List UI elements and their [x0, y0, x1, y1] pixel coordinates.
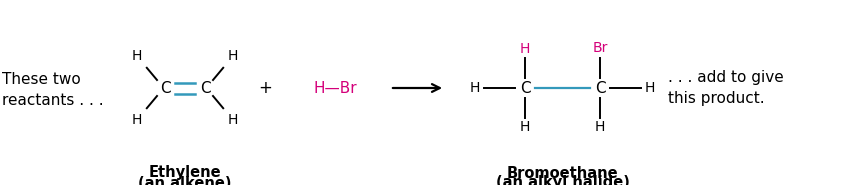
Text: C: C — [595, 80, 605, 95]
Text: C: C — [520, 80, 530, 95]
Text: Br: Br — [592, 41, 608, 55]
Text: . . . add to give
this product.: . . . add to give this product. — [668, 70, 784, 106]
Text: These two
reactants . . .: These two reactants . . . — [2, 72, 104, 108]
Text: H: H — [228, 49, 238, 63]
Text: H: H — [132, 113, 142, 127]
Text: H: H — [520, 120, 530, 134]
Text: (an alkene): (an alkene) — [138, 176, 232, 185]
Text: (an alkyl halide): (an alkyl halide) — [495, 176, 629, 185]
Text: H: H — [469, 81, 480, 95]
Text: H—Br: H—Br — [313, 80, 356, 95]
Text: H: H — [595, 120, 605, 134]
Text: C: C — [199, 80, 211, 95]
Text: Ethylene: Ethylene — [148, 166, 221, 181]
Text: +: + — [258, 79, 272, 97]
Text: H: H — [228, 113, 238, 127]
Text: H: H — [520, 42, 530, 56]
Text: H: H — [132, 49, 142, 63]
Text: C: C — [160, 80, 170, 95]
Text: H: H — [645, 81, 655, 95]
Text: Bromoethane: Bromoethane — [507, 166, 618, 181]
